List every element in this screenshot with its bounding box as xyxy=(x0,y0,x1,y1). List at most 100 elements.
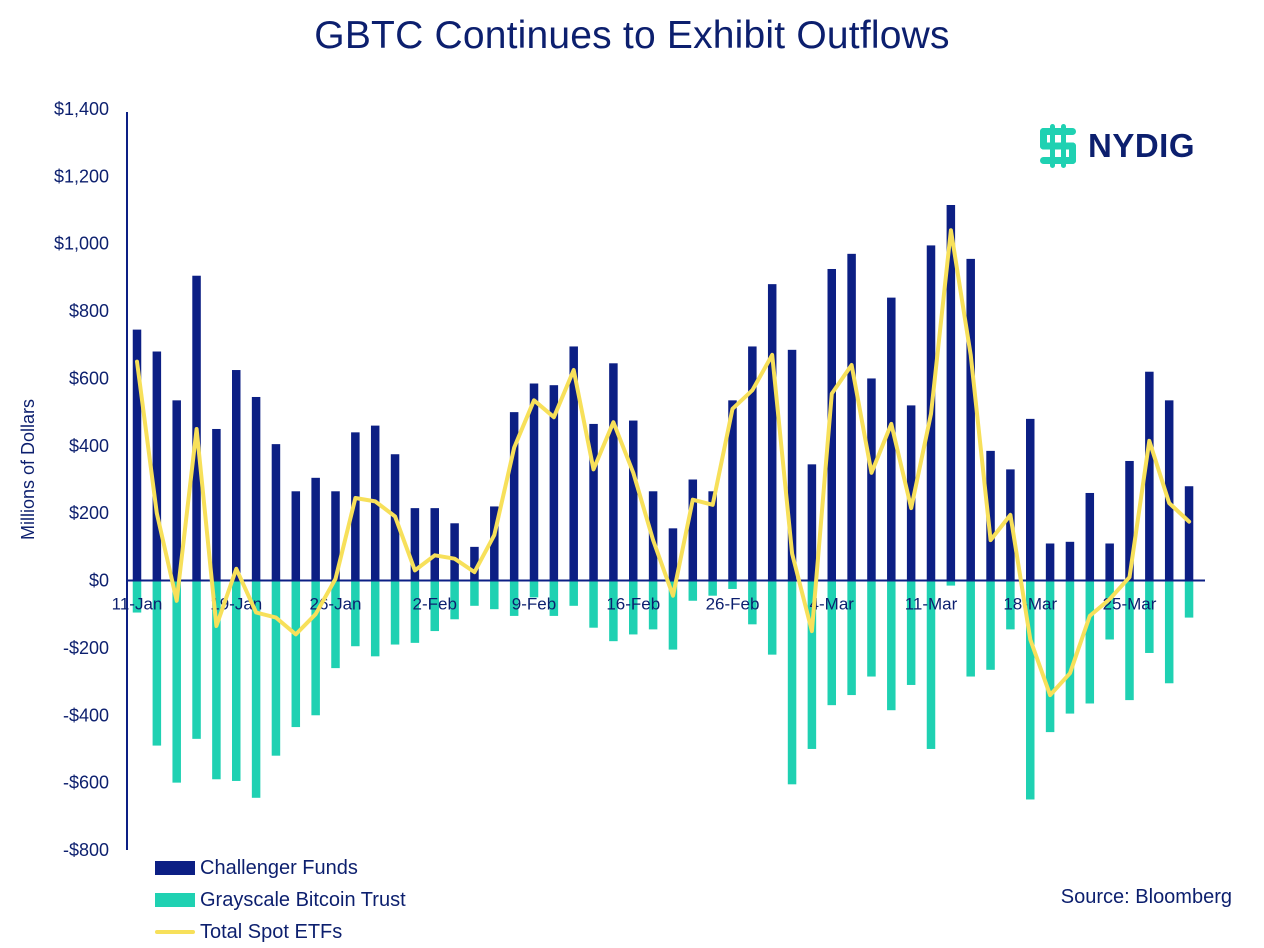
challenger-bar xyxy=(132,329,142,581)
grayscale-bar xyxy=(589,580,598,628)
grayscale-bar xyxy=(351,580,360,647)
challenger-bar xyxy=(410,508,420,581)
grayscale-bar xyxy=(291,580,301,728)
y-tick-label: $400 xyxy=(69,436,109,456)
grayscale-bar xyxy=(1145,580,1154,653)
grayscale-bar xyxy=(192,580,201,739)
challenger-bar xyxy=(728,400,737,581)
challenger-bar xyxy=(629,420,638,581)
challenger-bar xyxy=(569,346,578,581)
challenger-bar xyxy=(271,444,281,581)
x-tick-label: 16-Feb xyxy=(606,595,660,614)
y-tick-label: $600 xyxy=(69,368,109,388)
grayscale-bar xyxy=(450,580,459,620)
challenger-bar xyxy=(748,346,757,581)
challenger-bars xyxy=(132,204,1194,581)
grayscale-bar xyxy=(1045,580,1055,733)
challenger-bar xyxy=(946,204,956,581)
grayscale-bar xyxy=(232,580,241,781)
challenger-bar xyxy=(1125,460,1134,581)
challenger-bar xyxy=(1026,418,1035,581)
challenger-bar xyxy=(152,351,162,581)
challenger-bar xyxy=(1085,492,1095,581)
grayscale-bar xyxy=(926,580,936,749)
grayscale-bar xyxy=(1085,580,1095,704)
legend-label-total: Total Spot ETFs xyxy=(200,920,343,943)
challenger-bar xyxy=(867,378,876,581)
challenger-bar xyxy=(509,412,519,581)
grayscale-bar xyxy=(787,580,797,785)
grayscale-bar xyxy=(152,580,162,746)
y-tick-label: -$800 xyxy=(63,840,109,860)
grayscale-bar xyxy=(529,580,539,598)
chart-title: GBTC Continues to Exhibit Outflows xyxy=(314,14,950,57)
grayscale-bar xyxy=(887,580,896,711)
grayscale-bar xyxy=(1164,580,1174,684)
grayscale-bar xyxy=(490,580,499,610)
challenger-bar xyxy=(807,464,817,581)
grayscale-bar xyxy=(311,580,320,716)
x-tick-label: 18-Mar xyxy=(1003,595,1057,614)
grayscale-bar xyxy=(132,580,142,613)
challenger-bar xyxy=(688,479,698,581)
challenger-bar xyxy=(331,491,340,581)
challenger-bar xyxy=(887,297,896,581)
x-tick-label: 11-Jan xyxy=(112,595,163,614)
grayscale-bar xyxy=(370,580,380,657)
challenger-bar xyxy=(1045,543,1055,581)
x-tick-label: 25-Mar xyxy=(1103,595,1157,614)
legend: Challenger Funds Grayscale Bitcoin Trust… xyxy=(155,852,406,948)
grayscale-bar xyxy=(212,580,221,780)
challenger-bar xyxy=(668,528,678,581)
challenger-bar xyxy=(470,546,479,581)
grayscale-bar xyxy=(906,580,916,685)
grayscale-bar xyxy=(549,580,559,616)
legend-label-grayscale: Grayscale Bitcoin Trust xyxy=(200,888,406,911)
challenger-bar xyxy=(966,258,975,581)
grayscale-bar xyxy=(430,580,439,632)
challenger-bar xyxy=(251,396,261,581)
x-tick-label: 9-Feb xyxy=(512,595,556,614)
legend-item-grayscale: Grayscale Bitcoin Trust xyxy=(155,884,406,916)
source-note: Source: Bloomberg xyxy=(1060,886,1232,908)
y-tick-label: $1,000 xyxy=(54,234,109,254)
x-axis-tick-labels: 11-Jan 19-Jan 26-Jan 2-Feb 9-Feb 16-Feb 26-Feb… xyxy=(112,595,1157,614)
nydig-logo-icon xyxy=(1040,124,1076,168)
y-tick-label: -$200 xyxy=(63,638,109,658)
x-tick-label: 4-Mar xyxy=(810,595,855,614)
legend-swatch-grayscale xyxy=(155,893,195,907)
x-tick-label: 11-Mar xyxy=(905,595,958,614)
legend-item-total: Total Spot ETFs xyxy=(155,916,406,948)
grayscale-bar xyxy=(708,580,717,596)
y-tick-label: $200 xyxy=(69,503,109,523)
challenger-bar xyxy=(430,508,439,581)
challenger-bar xyxy=(311,477,320,581)
challenger-bar xyxy=(787,349,797,581)
grayscale-bar xyxy=(609,580,618,642)
y-tick-label: -$400 xyxy=(63,705,109,725)
y-tick-label: $1,200 xyxy=(54,166,109,186)
grayscale-bar xyxy=(509,580,519,616)
challenger-bar xyxy=(529,383,539,581)
grayscale-bar xyxy=(569,580,578,606)
challenger-bar xyxy=(847,253,856,581)
challenger-bar xyxy=(767,284,777,581)
grayscale-bar xyxy=(251,580,261,798)
grayscale-bar xyxy=(1065,580,1075,714)
challenger-bar xyxy=(172,400,181,581)
challenger-bar xyxy=(549,385,559,581)
challenger-bar xyxy=(906,405,916,581)
x-tick-label: 26-Feb xyxy=(706,595,760,614)
challenger-bar xyxy=(232,370,241,581)
grayscale-bar xyxy=(271,580,281,756)
grayscale-bar xyxy=(946,580,956,586)
challenger-bar xyxy=(986,450,995,581)
legend-swatch-challenger xyxy=(155,861,195,875)
grayscale-bar xyxy=(827,580,836,706)
grayscale-bar xyxy=(470,580,479,606)
challenger-bar xyxy=(450,523,459,581)
challenger-bar xyxy=(609,363,618,581)
grayscale-bar xyxy=(688,580,698,601)
grayscale-bar xyxy=(668,580,678,650)
